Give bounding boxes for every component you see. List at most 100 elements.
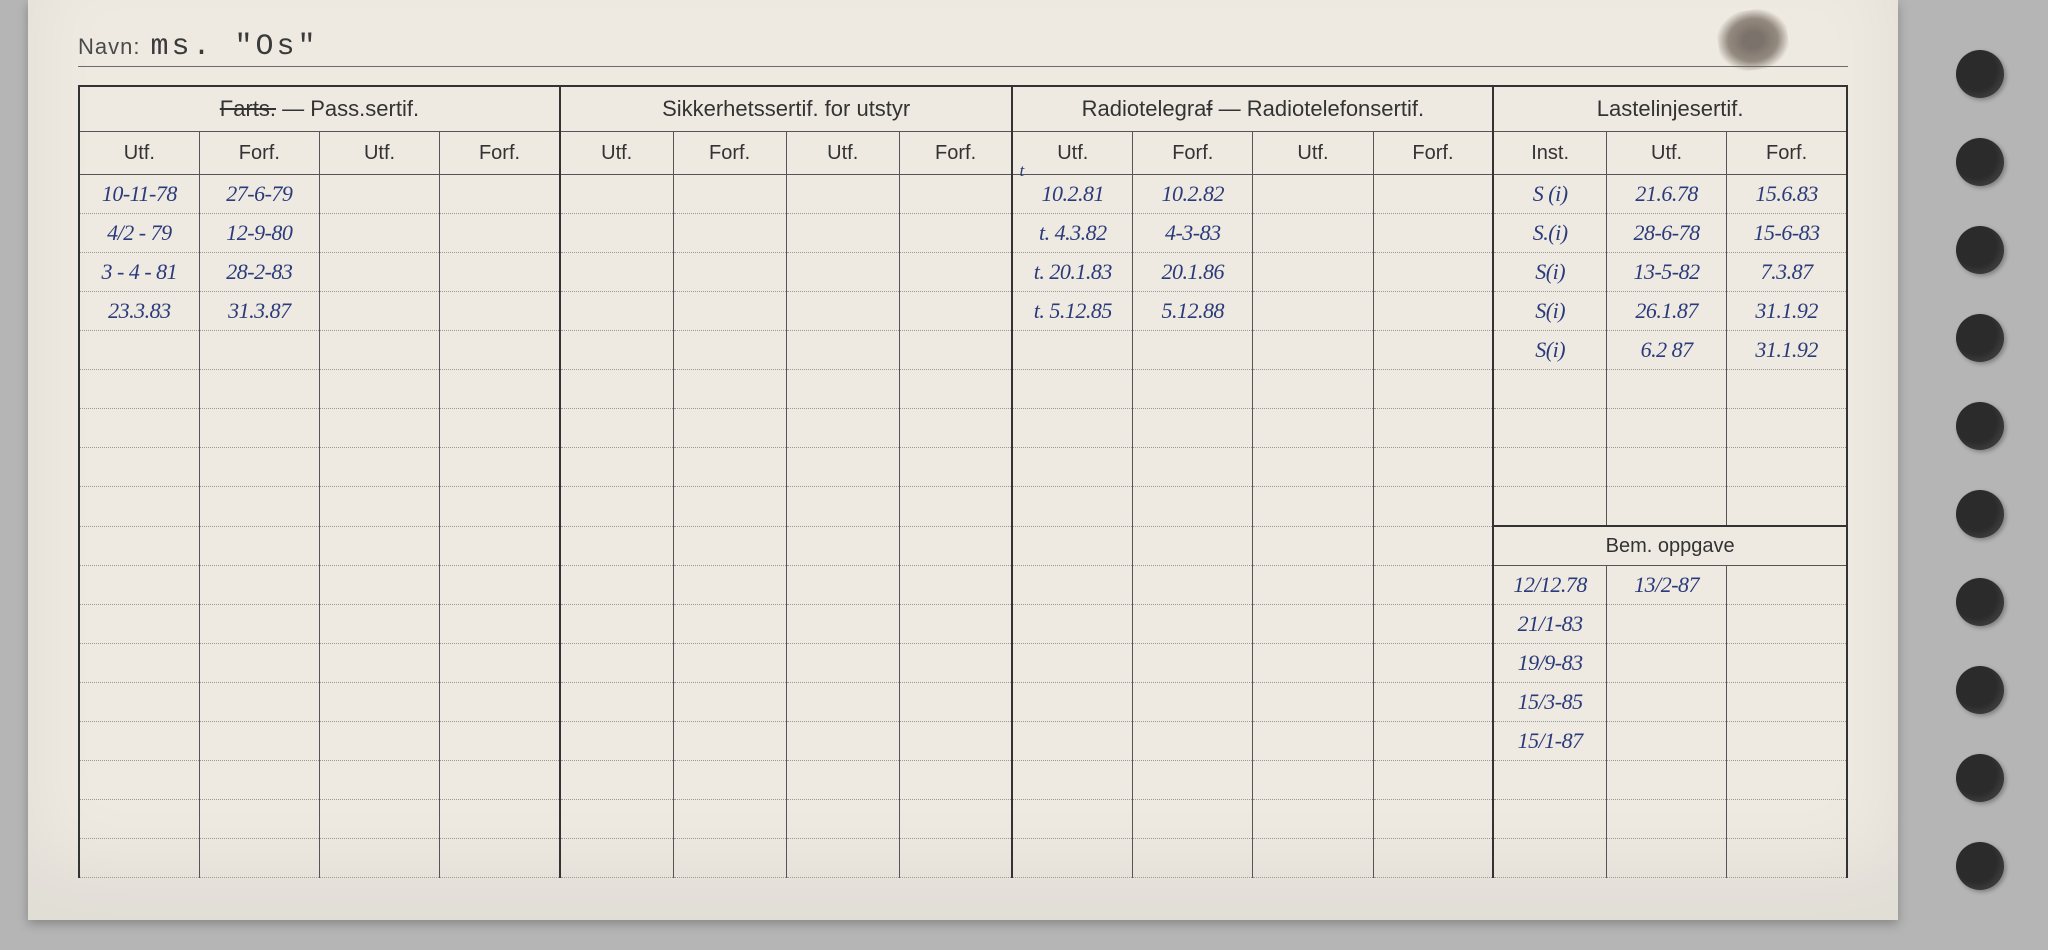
sik-utf	[560, 214, 673, 253]
radio-forf2	[1373, 487, 1493, 527]
col-utf: Utf.	[319, 132, 439, 175]
hole-icon	[1956, 666, 2004, 714]
sik-utf2	[786, 487, 899, 527]
sik-utf2	[786, 683, 899, 722]
sik-utf2	[786, 331, 899, 370]
pass-utf2	[319, 644, 439, 683]
sik-forf	[673, 448, 786, 487]
laste-utf-value: 6.2 87	[1641, 337, 1693, 362]
pass-utf-value: 4/2 - 79	[107, 220, 171, 245]
radio-utf2	[1253, 644, 1373, 683]
sik-utf	[560, 175, 673, 214]
pass-forf: 28-2-83	[199, 253, 319, 292]
radio-forf2	[1373, 839, 1493, 878]
bem-c3	[1727, 839, 1847, 878]
sik-utf2	[786, 370, 899, 409]
radio-utf	[1012, 722, 1132, 761]
sik-forf2	[899, 761, 1012, 800]
table-row: 10-11-7827-6-7910.2.81t10.2.82S (i)21.6.…	[79, 175, 1847, 214]
laste-inst: S.(i)	[1493, 214, 1606, 253]
pass-forf-value: 31.3.87	[228, 298, 291, 323]
pass-forf2	[440, 526, 560, 566]
hole-icon	[1956, 226, 2004, 274]
laste-utf-value: 21.6.78	[1635, 181, 1698, 206]
pass-forf-value: 27-6-79	[226, 181, 292, 206]
radio-forf2	[1373, 526, 1493, 566]
laste-inst: S(i)	[1493, 331, 1606, 370]
laste-utf	[1606, 448, 1726, 487]
radio-forf	[1133, 839, 1253, 878]
radio-forf	[1133, 761, 1253, 800]
laste-forf	[1727, 370, 1847, 409]
laste-forf-value: 31.1.92	[1755, 298, 1818, 323]
laste-utf-value: 26.1.87	[1635, 298, 1698, 323]
radio-forf	[1133, 487, 1253, 527]
pass-forf-value: 12-9-80	[226, 220, 292, 245]
radio-forf-value: 20.1.86	[1162, 259, 1225, 284]
sik-forf	[673, 605, 786, 644]
pass-forf	[199, 331, 319, 370]
radio-utf2	[1253, 722, 1373, 761]
radio-forf2	[1373, 214, 1493, 253]
radio-utf: t. 4.3.82	[1012, 214, 1132, 253]
table-row: 15/3-85	[79, 683, 1847, 722]
sik-forf2	[899, 409, 1012, 448]
group-laste-header: Lastelinjesertif.	[1493, 86, 1847, 132]
sik-utf	[560, 605, 673, 644]
pass-utf2	[319, 487, 439, 527]
pass-utf	[79, 370, 199, 409]
pass-forf: 12-9-80	[199, 214, 319, 253]
pass-utf: 3 - 4 - 81	[79, 253, 199, 292]
pass-utf2	[319, 761, 439, 800]
sik-forf2	[899, 253, 1012, 292]
sik-utf2	[786, 409, 899, 448]
pass-forf2	[440, 487, 560, 527]
sik-forf2	[899, 175, 1012, 214]
pass-forf	[199, 644, 319, 683]
laste-utf	[1606, 409, 1726, 448]
binder-holes	[1956, 20, 2036, 950]
laste-forf: 7.3.87	[1727, 253, 1847, 292]
radio-forf	[1133, 448, 1253, 487]
radio-utf: t. 20.1.83	[1012, 253, 1132, 292]
bem-c3	[1727, 761, 1847, 800]
radio-forf	[1133, 526, 1253, 566]
bem-header: Bem. oppgave	[1493, 526, 1847, 566]
sik-forf	[673, 214, 786, 253]
sik-utf2	[786, 761, 899, 800]
laste-utf: 6.2 87	[1606, 331, 1726, 370]
bem-c2-value: 13/2-87	[1634, 572, 1699, 597]
radio-utf-value: 10.2.81	[1042, 181, 1105, 206]
radio-utf	[1012, 761, 1132, 800]
sik-utf2	[786, 175, 899, 214]
sik-utf2	[786, 722, 899, 761]
sik-utf2	[786, 448, 899, 487]
pass-utf	[79, 644, 199, 683]
pass-forf	[199, 526, 319, 566]
table-row	[79, 761, 1847, 800]
laste-forf: 15-6-83	[1727, 214, 1847, 253]
radio-forf	[1133, 566, 1253, 605]
col-forf: Forf.	[1373, 132, 1493, 175]
bem-c1-value: 21/1-83	[1518, 611, 1583, 636]
laste-inst	[1493, 487, 1606, 527]
sik-utf2	[786, 800, 899, 839]
pass-forf2	[440, 644, 560, 683]
pass-forf	[199, 800, 319, 839]
radio-forf2	[1373, 605, 1493, 644]
pass-utf2	[319, 448, 439, 487]
sik-forf	[673, 839, 786, 878]
radio-utf	[1012, 409, 1132, 448]
group-sikkerhet-header: Sikkerhetssertif. for utstyr	[560, 86, 1013, 132]
col-forf: Forf.	[1727, 132, 1847, 175]
pass-forf2	[440, 370, 560, 409]
col-forf: Forf.	[1133, 132, 1253, 175]
pass-utf	[79, 761, 199, 800]
sik-utf	[560, 487, 673, 527]
pass-forf: 31.3.87	[199, 292, 319, 331]
radio-forf	[1133, 722, 1253, 761]
radio-forf2	[1373, 331, 1493, 370]
col-utf: Utf.	[1012, 132, 1132, 175]
pass-forf2	[440, 175, 560, 214]
laste-forf-value: 15.6.83	[1755, 181, 1818, 206]
